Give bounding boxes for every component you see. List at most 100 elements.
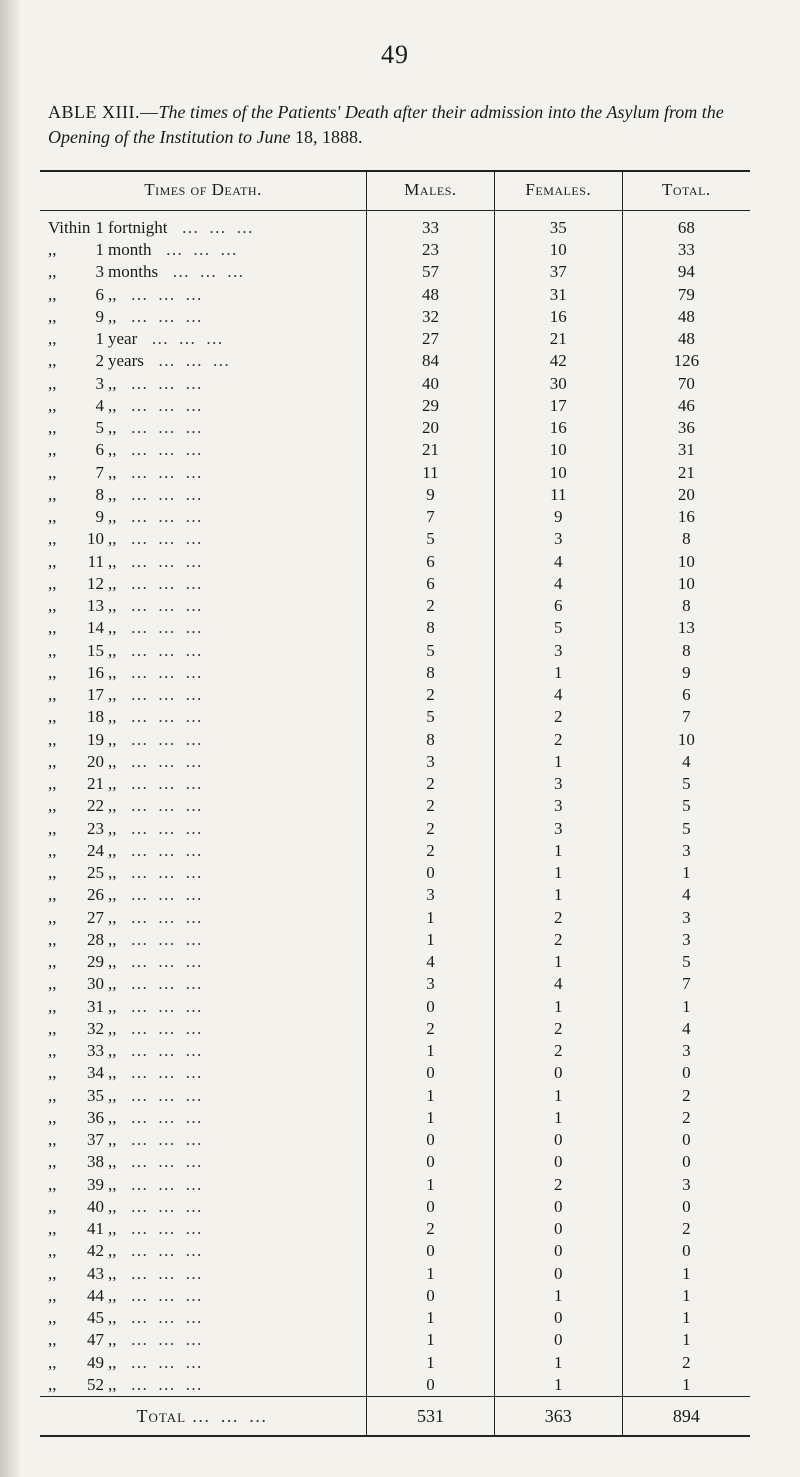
cell-males: 84 <box>367 350 495 372</box>
cell-males: 1 <box>367 1307 495 1329</box>
row-count: 4 <box>74 395 108 416</box>
leader-dots: … … … <box>131 885 206 904</box>
row-prefix: Vithin <box>48 217 74 238</box>
ditto-mark: ,, <box>108 929 117 950</box>
ditto-mark: ,, <box>108 1040 117 1061</box>
cell-males: 2 <box>367 817 495 839</box>
table-row: ,,28,,… … …123 <box>40 928 750 950</box>
cell-males: 4 <box>367 951 495 973</box>
ditto-mark: ,, <box>108 595 117 616</box>
table-row: ,,38,,… … …000 <box>40 1151 750 1173</box>
table-row: ,,23,,… … …235 <box>40 817 750 839</box>
cell-females: 1 <box>494 884 622 906</box>
cell-males: 3 <box>367 884 495 906</box>
row-count: 21 <box>74 773 108 794</box>
cell-females: 3 <box>494 773 622 795</box>
cell-males: 6 <box>367 572 495 594</box>
row-label: ,,1year… … … <box>40 328 367 350</box>
ditto-mark: ,, <box>108 951 117 972</box>
row-count: 38 <box>74 1151 108 1172</box>
row-count: 34 <box>74 1062 108 1083</box>
leader-dots: … … … <box>151 329 226 348</box>
ditto-mark: ,, <box>108 1374 117 1395</box>
table-row: ,,3months… … …573794 <box>40 261 750 283</box>
leader-dots: … … … <box>131 1041 206 1060</box>
cell-males: 1 <box>367 928 495 950</box>
table-row: ,,6,,… … …483179 <box>40 283 750 305</box>
table-row: ,,13,,… … …268 <box>40 595 750 617</box>
ditto-mark: ,, <box>48 439 74 460</box>
row-count: 13 <box>74 595 108 616</box>
cell-males: 1 <box>367 1040 495 1062</box>
leader-dots: … … … <box>131 707 206 726</box>
ditto-mark: ,, <box>48 328 74 349</box>
row-label: ,,37,,… … … <box>40 1129 367 1151</box>
cell-females: 0 <box>494 1262 622 1284</box>
row-count: 31 <box>74 996 108 1017</box>
table-row: ,,10,,… … …538 <box>40 528 750 550</box>
table-row: ,,41,,… … …202 <box>40 1218 750 1240</box>
row-count: 12 <box>74 573 108 594</box>
row-label: ,,28,,… … … <box>40 928 367 950</box>
table-row: ,,45,,… … …101 <box>40 1307 750 1329</box>
table-row: ,,35,,… … …112 <box>40 1084 750 1106</box>
ditto-mark: ,, <box>108 284 117 305</box>
caption-lead: ABLE XIII.— <box>48 102 158 122</box>
cell-females: 0 <box>494 1062 622 1084</box>
cell-females: 4 <box>494 684 622 706</box>
cell-total: 3 <box>622 839 750 861</box>
row-count: 39 <box>74 1174 108 1195</box>
cell-males: 5 <box>367 528 495 550</box>
ditto-mark: ,, <box>108 818 117 839</box>
cell-total: 3 <box>622 906 750 928</box>
cell-females: 1 <box>494 1373 622 1396</box>
cell-males: 1 <box>367 1351 495 1373</box>
ditto-mark: ,, <box>108 1018 117 1039</box>
cell-males: 1 <box>367 1329 495 1351</box>
row-label: ,,36,,… … … <box>40 1106 367 1128</box>
row-label: ,,25,,… … … <box>40 862 367 884</box>
cell-total: 3 <box>622 1040 750 1062</box>
cell-females: 1 <box>494 839 622 861</box>
row-label: ,,8,,… … … <box>40 483 367 505</box>
ditto-mark: ,, <box>108 1263 117 1284</box>
ditto-mark: ,, <box>108 840 117 861</box>
cell-total: 2 <box>622 1351 750 1373</box>
table-row: ,,16,,… … …819 <box>40 661 750 683</box>
row-count: 47 <box>74 1329 108 1350</box>
page: 49 ABLE XIII.—The times of the Patients'… <box>0 0 800 1477</box>
ditto-mark: ,, <box>108 373 117 394</box>
ditto-mark: ,, <box>48 818 74 839</box>
row-label: ,,26,,… … … <box>40 884 367 906</box>
ditto-mark: ,, <box>108 306 117 327</box>
ditto-mark: ,, <box>108 1174 117 1195</box>
row-count: 22 <box>74 795 108 816</box>
ditto-mark: ,, <box>48 373 74 394</box>
table-row: ,,1year… … …272148 <box>40 328 750 350</box>
row-label: ,,32,,… … … <box>40 1017 367 1039</box>
cell-females: 4 <box>494 572 622 594</box>
ditto-mark: ,, <box>108 706 117 727</box>
leader-dots: … … … <box>131 463 206 482</box>
leader-dots: … … … <box>165 240 240 259</box>
row-label: ,,42,,… … … <box>40 1240 367 1262</box>
total-label: Total … … … <box>40 1396 367 1436</box>
table-row: ,,25,,… … …011 <box>40 862 750 884</box>
table-row: ,,3,,… … …403070 <box>40 372 750 394</box>
ditto-mark: ,, <box>108 1307 117 1328</box>
cell-females: 0 <box>494 1240 622 1262</box>
cell-males: 5 <box>367 706 495 728</box>
total-total: 894 <box>622 1396 750 1436</box>
cell-females: 2 <box>494 1040 622 1062</box>
row-count: 27 <box>74 907 108 928</box>
ditto-mark: ,, <box>48 684 74 705</box>
table-row: ,,29,,… … …415 <box>40 951 750 973</box>
ditto-mark: ,, <box>48 929 74 950</box>
cell-females: 16 <box>494 305 622 327</box>
ditto-mark: ,, <box>108 751 117 772</box>
ditto-mark: ,, <box>48 1329 74 1350</box>
cell-males: 0 <box>367 1151 495 1173</box>
cell-females: 1 <box>494 1106 622 1128</box>
col-header-males: Males. <box>367 171 495 211</box>
ditto-mark: ,, <box>108 795 117 816</box>
